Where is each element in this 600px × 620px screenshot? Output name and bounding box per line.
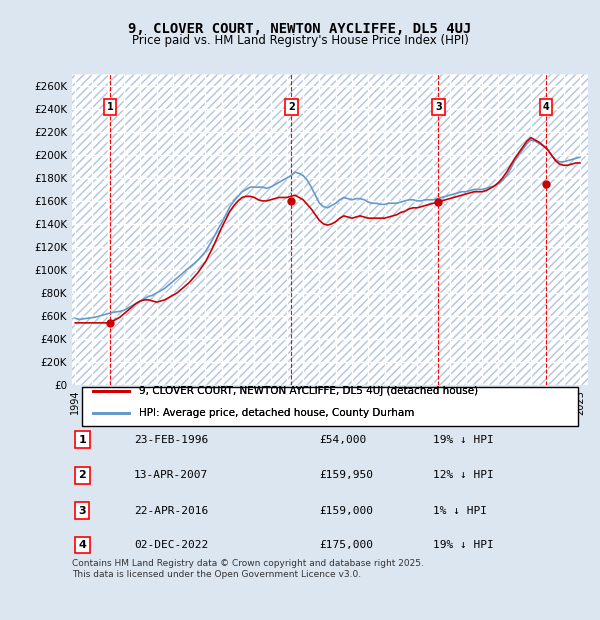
- Text: 2: 2: [79, 471, 86, 480]
- Text: 23-FEB-1996: 23-FEB-1996: [134, 435, 208, 445]
- Text: 02-DEC-2022: 02-DEC-2022: [134, 540, 208, 550]
- Text: 22-APR-2016: 22-APR-2016: [134, 506, 208, 516]
- Text: 19% ↓ HPI: 19% ↓ HPI: [433, 435, 494, 445]
- Text: 2: 2: [288, 102, 295, 112]
- FancyBboxPatch shape: [82, 387, 578, 426]
- Text: HPI: Average price, detached house, County Durham: HPI: Average price, detached house, Coun…: [139, 408, 415, 418]
- Text: Price paid vs. HM Land Registry's House Price Index (HPI): Price paid vs. HM Land Registry's House …: [131, 34, 469, 47]
- Text: 9, CLOVER COURT, NEWTON AYCLIFFE, DL5 4UJ: 9, CLOVER COURT, NEWTON AYCLIFFE, DL5 4U…: [128, 22, 472, 36]
- Text: 9, CLOVER COURT, NEWTON AYCLIFFE, DL5 4UJ (detached house): 9, CLOVER COURT, NEWTON AYCLIFFE, DL5 4U…: [139, 386, 478, 396]
- Text: HPI: Average price, detached house, County Durham: HPI: Average price, detached house, Coun…: [139, 408, 415, 418]
- Text: 19% ↓ HPI: 19% ↓ HPI: [433, 540, 494, 550]
- Text: £159,950: £159,950: [320, 471, 374, 480]
- Text: 9, CLOVER COURT, NEWTON AYCLIFFE, DL5 4UJ (detached house): 9, CLOVER COURT, NEWTON AYCLIFFE, DL5 4U…: [139, 386, 478, 396]
- Text: 4: 4: [79, 540, 86, 550]
- Text: £54,000: £54,000: [320, 435, 367, 445]
- Text: £159,000: £159,000: [320, 506, 374, 516]
- Text: 3: 3: [79, 506, 86, 516]
- Text: 12% ↓ HPI: 12% ↓ HPI: [433, 471, 494, 480]
- Text: Contains HM Land Registry data © Crown copyright and database right 2025.
This d: Contains HM Land Registry data © Crown c…: [72, 559, 424, 578]
- Text: £175,000: £175,000: [320, 540, 374, 550]
- Text: 1: 1: [79, 435, 86, 445]
- Text: 3: 3: [435, 102, 442, 112]
- FancyBboxPatch shape: [62, 74, 600, 385]
- Text: 13-APR-2007: 13-APR-2007: [134, 471, 208, 480]
- Text: 1% ↓ HPI: 1% ↓ HPI: [433, 506, 487, 516]
- Text: 4: 4: [542, 102, 550, 112]
- Text: 1: 1: [107, 102, 113, 112]
